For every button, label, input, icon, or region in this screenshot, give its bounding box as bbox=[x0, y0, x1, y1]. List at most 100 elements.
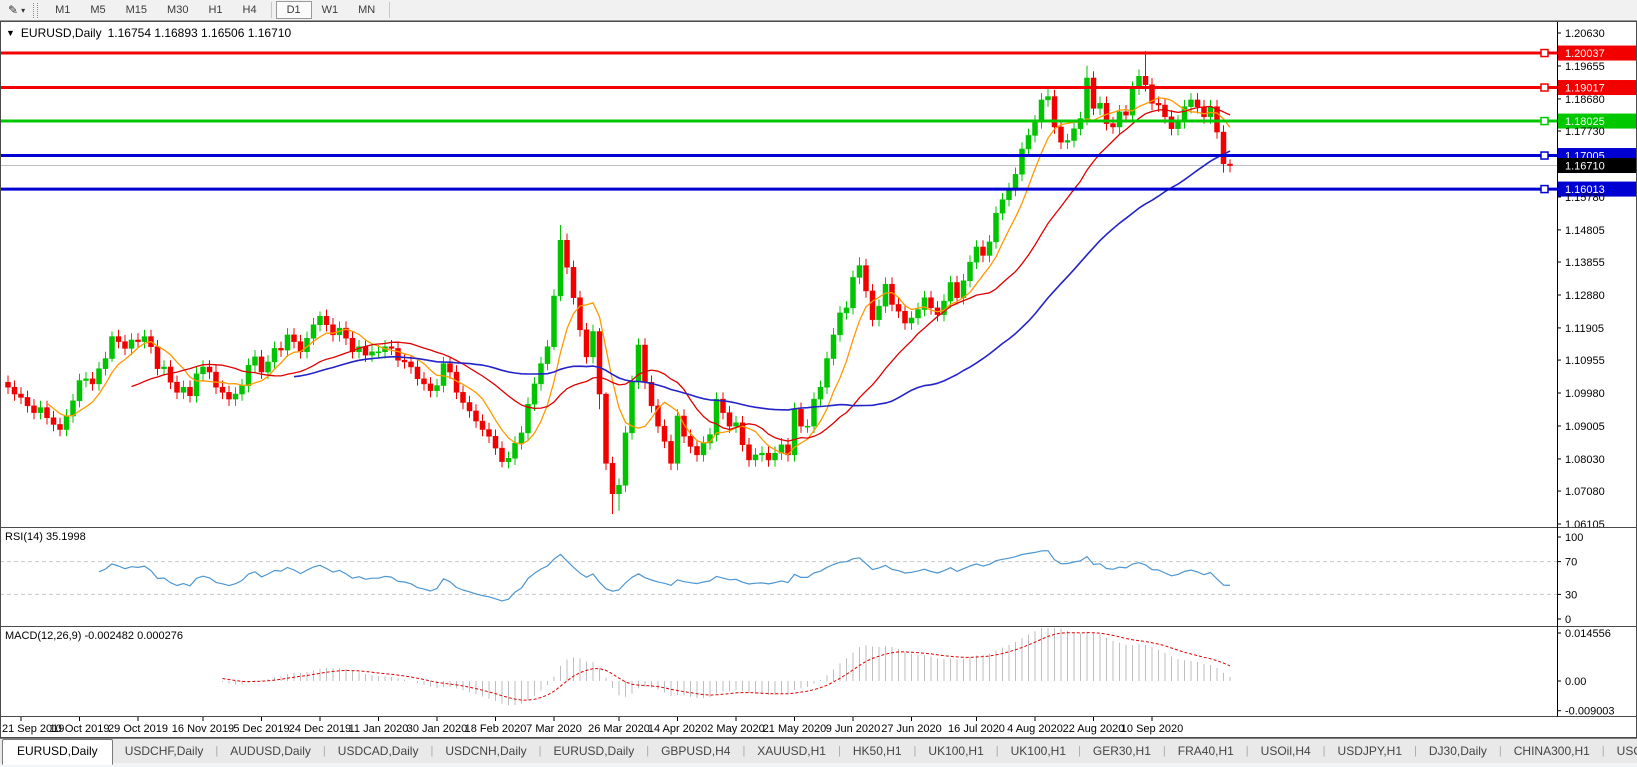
candle-body bbox=[1012, 174, 1019, 190]
candle-body bbox=[57, 424, 63, 430]
chart-tab-AUDUSD-Daily[interactable]: AUDUSD,Daily bbox=[230, 743, 311, 758]
candle-body bbox=[102, 358, 109, 369]
candle-body bbox=[187, 387, 193, 396]
timeframe-button-H1[interactable]: H1 bbox=[208, 4, 223, 16]
date-axis-label: 7 Mar 2020 bbox=[526, 723, 582, 735]
candle-body bbox=[1201, 106, 1207, 118]
hline-handle-1.20037[interactable] bbox=[1540, 48, 1549, 58]
chart-tab-USOil-H4[interactable]: USOil,H4 bbox=[1260, 743, 1311, 758]
candle-body bbox=[798, 408, 804, 427]
chart-tab-CHINA300-H1[interactable]: CHINA300,H1 bbox=[1513, 743, 1590, 758]
timeframe-button-H4[interactable]: H4 bbox=[242, 4, 257, 16]
chart-tab-USDCNH-Daily[interactable]: USDCNH,Daily bbox=[445, 743, 527, 758]
price-axis-label: 1.19655 bbox=[1565, 61, 1605, 73]
chart-tab-USDCAD-Daily[interactable]: USDCAD,Daily bbox=[337, 743, 419, 758]
price-axis-label: 1.10955 bbox=[1565, 355, 1605, 367]
hline-price-tag-label: 1.18025 bbox=[1565, 116, 1605, 128]
candle-body bbox=[856, 265, 863, 278]
chart-tab-EURUSD-Daily[interactable]: EURUSD,Daily bbox=[2, 739, 113, 765]
chart-tab-USDJPY-H1[interactable]: USDJPY,H1 bbox=[1337, 743, 1403, 758]
candle-body bbox=[421, 378, 427, 385]
candle-body bbox=[603, 393, 609, 464]
timeframe-button-D1[interactable]: D1 bbox=[275, 1, 312, 19]
chart-tab-GBPUSD-H4[interactable]: GBPUSD,H4 bbox=[661, 743, 731, 758]
candle-body bbox=[174, 381, 180, 393]
chart-tab-EURUSD-Daily[interactable]: EURUSD,Daily bbox=[553, 743, 635, 758]
chart-tab-FRA40-H1[interactable]: FRA40,H1 bbox=[1177, 743, 1234, 758]
candle-body bbox=[37, 407, 44, 413]
candle-body bbox=[375, 351, 382, 354]
hline-price-tag bbox=[1558, 181, 1636, 197]
timeframe-button-W1[interactable]: W1 bbox=[321, 4, 339, 16]
hline-handle-1.17005[interactable] bbox=[1540, 151, 1549, 160]
candle-body bbox=[726, 412, 733, 427]
candle-body bbox=[505, 458, 512, 462]
candle-body bbox=[1142, 76, 1149, 85]
hline-price-tag bbox=[1558, 45, 1636, 61]
timeframe-button-MN[interactable]: MN bbox=[358, 4, 376, 16]
candle-body bbox=[1045, 96, 1051, 101]
candle-body bbox=[967, 261, 973, 282]
candle-body bbox=[245, 365, 252, 386]
candle-body bbox=[1038, 99, 1045, 123]
hline-handle-1.19017[interactable] bbox=[1540, 83, 1549, 92]
macd-indicator-label: MACD(12,26,9) -0.002482 0.000276 bbox=[5, 630, 183, 642]
candle-body bbox=[414, 366, 421, 380]
timeframe-button-M5[interactable]: M5 bbox=[90, 4, 106, 16]
toolbar-separator bbox=[389, 2, 391, 18]
candle-body bbox=[115, 336, 122, 342]
candle-body bbox=[577, 297, 583, 331]
candle-body bbox=[1194, 99, 1201, 107]
candle-body bbox=[655, 405, 661, 427]
chart-tab-UK100-H1[interactable]: UK100,H1 bbox=[1010, 743, 1067, 758]
price-axis-label: 1.12880 bbox=[1565, 290, 1605, 302]
chart-tabs-row: EURUSD,Daily USDCHF,Daily | AUDUSD,Daily | US… bbox=[0, 739, 1637, 765]
price-chart-canvas[interactable]: 1.200371.190171.180251.170051.160131.167… bbox=[0, 21, 1637, 738]
timeframe-button-M30[interactable]: M30 bbox=[167, 4, 189, 16]
candle-body bbox=[973, 246, 980, 263]
chart-tab-UK100-H1[interactable]: UK100,H1 bbox=[928, 743, 984, 758]
candle-body bbox=[947, 282, 954, 302]
candle-body bbox=[876, 305, 882, 320]
candle-body bbox=[765, 452, 772, 461]
candle-body bbox=[499, 447, 505, 462]
candle-body bbox=[824, 358, 830, 388]
price-axis-label: 1.08030 bbox=[1565, 454, 1605, 466]
candle-body bbox=[401, 359, 408, 363]
candle-body bbox=[161, 366, 167, 369]
candle-body bbox=[141, 336, 148, 342]
candle-body bbox=[629, 381, 635, 434]
candle-body bbox=[479, 420, 486, 430]
chart-tab-GER30-H1[interactable]: GER30,H1 bbox=[1092, 743, 1151, 758]
candle-body bbox=[252, 356, 258, 366]
draw-tool-button[interactable]: ✎ ▾ bbox=[4, 1, 29, 19]
chart-tab-bar: EURUSD,Daily USDCHF,Daily | AUDUSD,Daily | US… bbox=[0, 738, 1637, 767]
candle-body bbox=[752, 454, 759, 461]
candle-body bbox=[960, 280, 967, 298]
price-axis-label: 1.09980 bbox=[1565, 388, 1605, 400]
chart-tab-USOil-H1[interactable]: USOil,H1 bbox=[1616, 743, 1637, 758]
toolbar-grip-handle[interactable] bbox=[33, 2, 39, 18]
candle-body bbox=[1162, 104, 1168, 118]
chart-tab-XAUUSD-H1[interactable]: XAUUSD,H1 bbox=[757, 743, 826, 758]
timeframe-button-M1[interactable]: M1 bbox=[55, 4, 71, 16]
tab-separator: | bbox=[1322, 745, 1326, 757]
candle-body bbox=[128, 339, 135, 349]
tab-separator: | bbox=[1245, 745, 1249, 757]
collapse-triangle-icon[interactable]: ▼ bbox=[6, 28, 15, 38]
candle-body bbox=[954, 282, 960, 298]
candle-body bbox=[1110, 123, 1116, 128]
chart-tab-HK50-H1[interactable]: HK50,H1 bbox=[852, 743, 902, 758]
candle-body bbox=[109, 336, 115, 359]
hline-handle-1.16013[interactable] bbox=[1540, 184, 1549, 194]
candle-body bbox=[1019, 148, 1025, 175]
macd-axis-label: 0.00 bbox=[1565, 676, 1586, 688]
chart-tab-DJ30-Daily[interactable]: DJ30,Daily bbox=[1428, 743, 1487, 758]
candle-body bbox=[1155, 103, 1162, 106]
chart-tab-USDCHF-Daily[interactable]: USDCHF,Daily bbox=[124, 743, 204, 758]
hline-handle-1.18025[interactable] bbox=[1540, 116, 1549, 126]
candle-body bbox=[466, 402, 473, 412]
timeframe-button-M15[interactable]: M15 bbox=[125, 4, 148, 16]
candle-body bbox=[310, 324, 317, 339]
candle-body bbox=[1227, 163, 1233, 166]
